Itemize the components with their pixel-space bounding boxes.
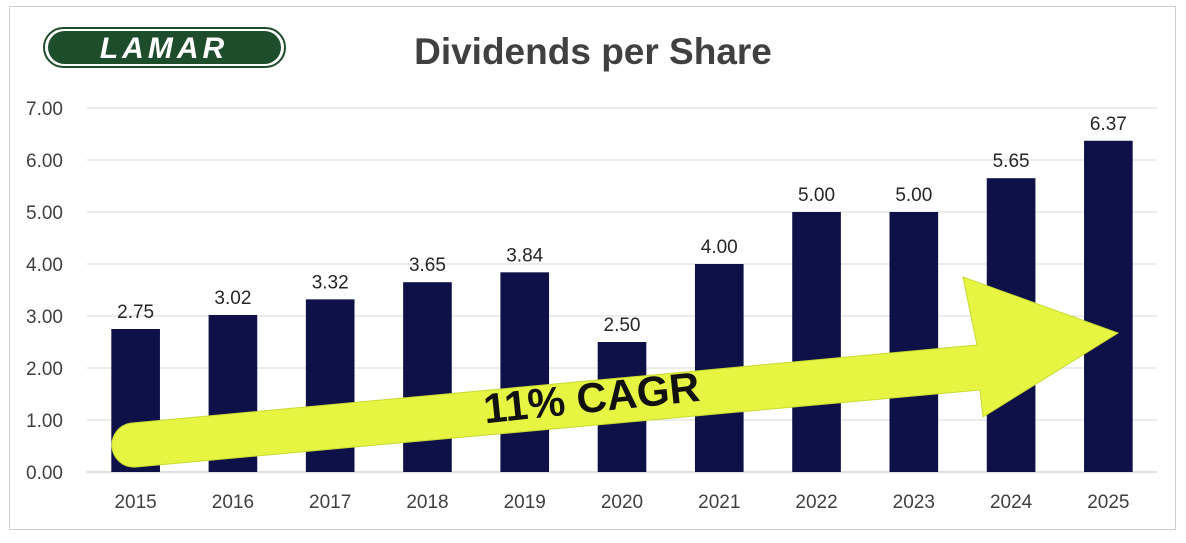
bar [889, 212, 939, 472]
y-tick-label: 5.00 [26, 203, 63, 224]
lamar-logo: LAMAR [43, 27, 286, 68]
x-tick-label: 2023 [893, 492, 935, 513]
chart-title: Dividends per Share [414, 31, 772, 72]
data-label: 3.02 [214, 288, 251, 309]
x-tick-label: 2018 [406, 492, 448, 513]
data-label: 5.65 [993, 151, 1030, 172]
x-tick-label: 2016 [212, 492, 254, 513]
y-tick-label: 4.00 [26, 255, 63, 276]
x-tick-label: 2022 [795, 492, 837, 513]
x-tick-label: 2024 [990, 492, 1033, 513]
data-label: 4.00 [701, 237, 738, 258]
x-tick-label: 2017 [309, 492, 351, 513]
y-tick-label: 0.00 [26, 463, 63, 484]
data-label: 3.32 [312, 272, 349, 293]
x-axis-tick-labels: 2015 2016 2017 2018 2019 2020 2021 2022 2023 2024… [114, 492, 1129, 513]
bar [403, 282, 452, 472]
y-tick-label: 1.00 [26, 411, 63, 432]
x-tick-label: 2025 [1087, 492, 1129, 513]
logo-badge [48, 31, 281, 64]
y-tick-label: 2.00 [26, 359, 63, 380]
data-labels: 2.75 3.02 3.32 3.65 3.84 2.50 4.00 5.00 5.00 5.65… [117, 114, 1127, 336]
x-tick-label: 2021 [698, 492, 740, 513]
data-label: 2.50 [604, 315, 641, 336]
y-axis-tick-labels: 0.00 1.00 2.00 3.00 4.00 5.00 6.00 7.00 [26, 99, 63, 484]
data-label: 3.84 [506, 245, 543, 266]
bar [500, 272, 550, 472]
bar [792, 212, 841, 472]
x-tick-label: 2015 [114, 492, 156, 513]
logo-text: LAMAR [100, 32, 228, 65]
cagr-arrow-shape [111, 276, 1120, 468]
x-tick-label: 2019 [504, 492, 546, 513]
y-tick-label: 6.00 [26, 151, 63, 172]
data-label: 5.00 [798, 185, 835, 206]
data-label: 5.00 [895, 185, 932, 206]
y-tick-label: 3.00 [26, 307, 63, 328]
bar [1084, 140, 1133, 472]
data-label: 6.37 [1090, 114, 1127, 135]
data-label: 3.65 [409, 255, 446, 276]
x-tick-label: 2020 [601, 492, 643, 513]
y-tick-label: 7.00 [26, 99, 63, 120]
data-label: 2.75 [117, 302, 154, 323]
